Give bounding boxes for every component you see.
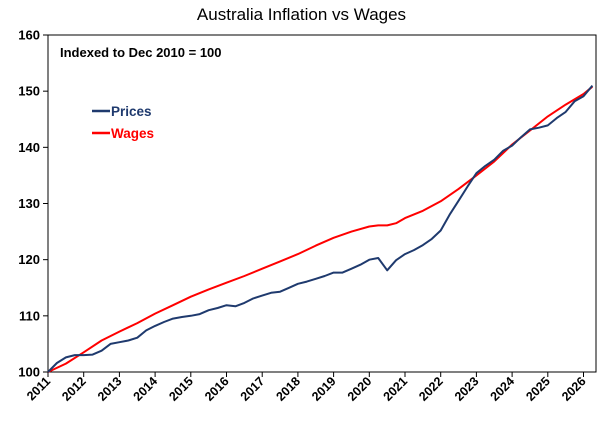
x-tick-label: 2014 [131, 374, 161, 404]
chart-annotation: Indexed to Dec 2010 = 100 [60, 45, 222, 60]
chart-title: Australia Inflation vs Wages [196, 5, 407, 24]
y-tick-label: 130 [18, 196, 40, 211]
y-tick-label: 100 [18, 365, 40, 380]
x-tick-label: 2018 [273, 374, 303, 404]
x-tick-label: 2012 [59, 374, 89, 404]
series-line-wages [47, 85, 594, 373]
legend: Prices Wages [92, 104, 154, 141]
x-tick-label: 2017 [238, 374, 268, 404]
x-tick-label: 2025 [523, 374, 553, 404]
legend-label-wages: Wages [111, 126, 154, 141]
y-tick-label: 140 [18, 140, 40, 155]
y-tick-label: 150 [18, 84, 40, 99]
legend-label-prices: Prices [111, 104, 152, 119]
series-lines [47, 84, 594, 373]
x-tick-label: 2024 [488, 374, 518, 404]
x-tick-label: 2021 [381, 374, 411, 404]
x-tick-label: 2020 [345, 374, 375, 404]
x-tick-label: 2022 [416, 374, 446, 404]
x-tick-label: 2026 [559, 374, 589, 404]
x-tick-label: 2019 [309, 374, 339, 404]
series-line-prices [47, 84, 594, 373]
x-axis: 2011 2012 2013 2014 2015 2016 2017 2018 2019 2020… [24, 372, 589, 404]
x-tick-label: 2015 [166, 374, 196, 404]
x-tick-label: 2016 [202, 374, 232, 404]
plot-frame [47, 34, 597, 373]
y-axis: 100 110 120 130 140 150 160 [18, 28, 48, 380]
y-tick-label: 160 [18, 28, 40, 43]
y-tick-label: 120 [18, 252, 40, 267]
y-tick-label: 110 [19, 308, 40, 323]
x-tick-label: 2013 [95, 374, 125, 404]
plot-border [47, 34, 597, 373]
x-tick-label: 2023 [452, 374, 482, 404]
